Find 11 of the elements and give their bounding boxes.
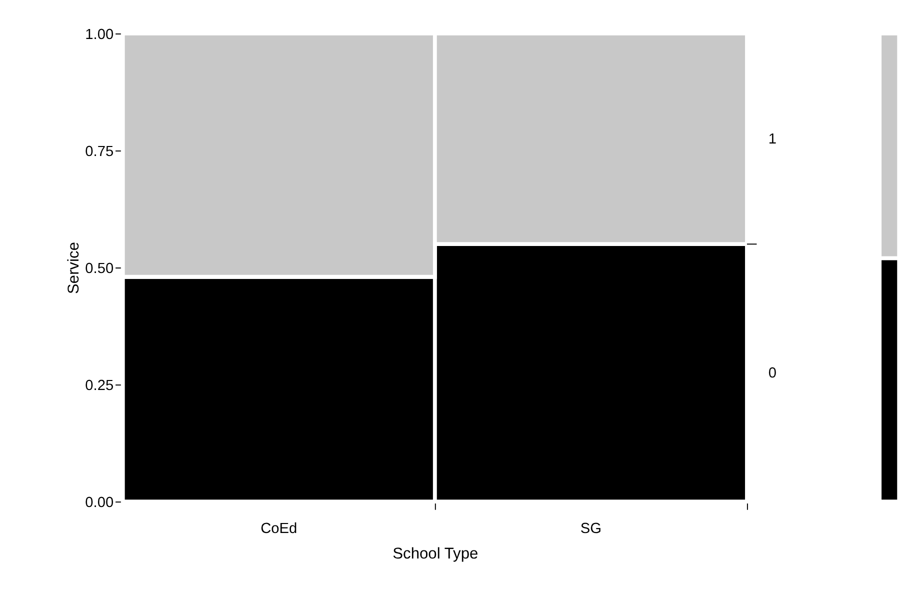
series-label: 0 xyxy=(768,366,777,382)
x-tick-label: CoEd xyxy=(260,521,298,538)
y-tick-label: 1.00 xyxy=(85,26,114,43)
y-tick-label: 0.00 xyxy=(85,494,114,511)
x-axis-title: School Type xyxy=(392,546,478,563)
x-tick-label: SG xyxy=(580,521,602,538)
y-tick-label: 0.75 xyxy=(85,144,114,160)
series-label: 1 xyxy=(768,132,777,148)
y-axis-title: Service xyxy=(65,242,82,294)
y-tick-label: 0.50 xyxy=(85,260,114,277)
y-tick-label: 0.25 xyxy=(85,378,114,394)
